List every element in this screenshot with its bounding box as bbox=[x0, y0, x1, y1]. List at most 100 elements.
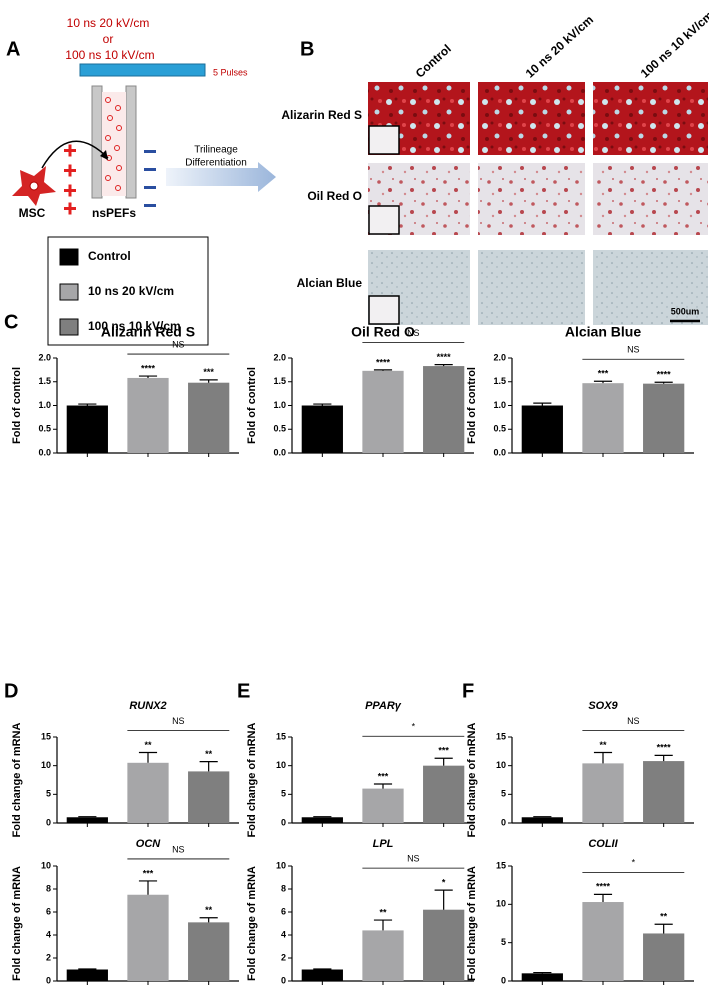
y-axis-label: Fold of control bbox=[11, 367, 23, 444]
y-tick-label: 1.5 bbox=[493, 376, 506, 386]
legend-swatch bbox=[59, 318, 79, 336]
y-tick-label: 10 bbox=[41, 860, 51, 870]
y-tick-label: 0.5 bbox=[493, 424, 506, 434]
bar bbox=[643, 933, 685, 981]
field-text: or bbox=[103, 32, 114, 46]
arrow-label: Trilineage bbox=[194, 145, 238, 156]
y-tick-label: 15 bbox=[496, 860, 506, 870]
bar bbox=[188, 922, 230, 981]
cuvette-cells bbox=[102, 92, 126, 196]
comparison-label: NS bbox=[172, 844, 185, 854]
legend-label: 10 ns 20 kV/cm bbox=[88, 284, 174, 298]
y-tick-label: 1.0 bbox=[38, 400, 51, 410]
bar bbox=[643, 383, 685, 453]
y-tick-label: 10 bbox=[41, 760, 51, 770]
bar bbox=[127, 762, 169, 823]
bar bbox=[423, 909, 465, 981]
y-tick-label: 0 bbox=[46, 817, 51, 827]
bar bbox=[582, 763, 624, 823]
y-tick-label: 6 bbox=[46, 906, 51, 916]
y-tick-label: 0 bbox=[501, 817, 506, 827]
chart-title: Alizarin Red S bbox=[101, 324, 195, 340]
comparison-label: * bbox=[412, 722, 416, 732]
significance: **** bbox=[141, 363, 156, 373]
pulses-text: 5 Pulses bbox=[213, 67, 248, 77]
chart-title: LPL bbox=[373, 838, 394, 850]
significance: ** bbox=[660, 912, 668, 922]
y-tick-label: 2 bbox=[46, 952, 51, 962]
legend-label: 100 ns 10 kV/cm bbox=[88, 319, 181, 333]
y-tick-label: 2.0 bbox=[273, 352, 286, 362]
y-tick-label: 15 bbox=[41, 731, 51, 741]
bar bbox=[66, 405, 108, 453]
cells bbox=[105, 97, 122, 191]
legend-swatch bbox=[59, 283, 79, 301]
panel-letter: E bbox=[237, 680, 250, 702]
device-label: nsPEFs bbox=[92, 206, 136, 220]
y-tick-label: 2.0 bbox=[38, 352, 51, 362]
y-tick-label: 2.0 bbox=[493, 352, 506, 362]
error-bar bbox=[654, 754, 673, 762]
y-tick-label: 0.0 bbox=[493, 447, 506, 457]
y-tick-label: 15 bbox=[496, 731, 506, 741]
bar bbox=[643, 761, 685, 823]
significance: **** bbox=[596, 882, 611, 892]
y-tick-label: 0.5 bbox=[38, 424, 51, 434]
y-tick-label: 2 bbox=[281, 952, 286, 962]
comparison-label: NS bbox=[172, 716, 185, 726]
bar bbox=[66, 817, 108, 823]
inset bbox=[368, 295, 400, 325]
row-label: Alcian Blue bbox=[297, 276, 363, 290]
significance: **** bbox=[437, 352, 452, 362]
error-bar bbox=[313, 968, 332, 970]
y-tick-label: 1.5 bbox=[273, 376, 286, 386]
stain-image bbox=[478, 82, 585, 155]
bar bbox=[301, 969, 343, 981]
bar bbox=[582, 383, 624, 453]
y-tick-label: 0.0 bbox=[273, 447, 286, 457]
stain-image bbox=[478, 163, 585, 235]
y-tick-label: 10 bbox=[276, 860, 286, 870]
scale-label: 500um bbox=[671, 306, 700, 316]
y-tick-label: 0 bbox=[281, 975, 286, 985]
error-bar bbox=[373, 919, 393, 931]
significance: **** bbox=[657, 743, 672, 753]
plus-signs bbox=[64, 144, 76, 215]
y-axis-label: Fold change of mRNA bbox=[466, 723, 478, 838]
y-tick-label: 1.0 bbox=[273, 400, 286, 410]
significance: ** bbox=[599, 740, 607, 750]
electrode bbox=[79, 63, 206, 77]
error-bar bbox=[138, 880, 158, 895]
y-tick-label: 0.0 bbox=[38, 447, 51, 457]
bar bbox=[127, 894, 169, 981]
row-label: Alizarin Red S bbox=[281, 108, 362, 122]
y-tick-label: 10 bbox=[496, 760, 506, 770]
comparison-label: NS bbox=[407, 328, 420, 338]
error-bar bbox=[138, 375, 158, 378]
y-axis-label: Fold change of mRNA bbox=[246, 866, 258, 981]
error-bar bbox=[373, 369, 393, 371]
bar bbox=[188, 382, 230, 453]
y-tick-label: 4 bbox=[281, 929, 286, 939]
error-bar bbox=[533, 816, 552, 818]
error-bar bbox=[434, 889, 453, 910]
cuvette-wall bbox=[91, 85, 103, 199]
legend-swatch bbox=[59, 248, 79, 266]
panel-letter: B bbox=[300, 38, 314, 60]
stain-image bbox=[593, 82, 708, 155]
significance: **** bbox=[657, 370, 672, 380]
comparison-label: NS bbox=[407, 854, 420, 864]
arrow bbox=[41, 140, 109, 169]
y-tick-label: 15 bbox=[276, 731, 286, 741]
significance: *** bbox=[203, 367, 214, 377]
error-bar bbox=[199, 917, 218, 923]
error-bar bbox=[654, 381, 673, 384]
panel-a: 10 ns 20 kV/cm or 100 ns 10 kV/cm 5 Puls… bbox=[12, 16, 276, 346]
comparison-label: * bbox=[632, 858, 636, 868]
y-tick-label: 0.5 bbox=[273, 424, 286, 434]
stain-image bbox=[478, 250, 585, 325]
y-tick-label: 10 bbox=[496, 899, 506, 909]
comparison-label: NS bbox=[627, 716, 640, 726]
y-tick-label: 0 bbox=[501, 975, 506, 985]
bar bbox=[301, 817, 343, 823]
